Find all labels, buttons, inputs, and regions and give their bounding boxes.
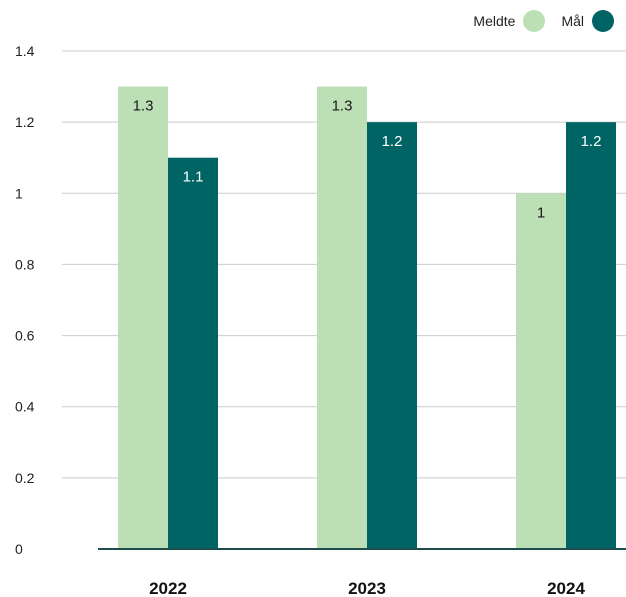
data-label: 1.2 [581, 133, 602, 150]
bar-mal [566, 122, 616, 550]
bar-mal [367, 122, 417, 550]
legend-label-meldte: Meldte [473, 13, 516, 29]
data-label: 1.1 [183, 169, 204, 186]
legend-item-meldte: Meldte [473, 10, 546, 32]
bar-mal [168, 157, 218, 549]
legend-label-mal: Mål [561, 13, 584, 29]
chart-legend: Meldte Mål [465, 10, 614, 32]
y-tick-label: 1.2 [15, 114, 35, 130]
legend-swatch-mal [592, 10, 614, 32]
y-tick-label: 0 [15, 541, 23, 557]
bar-meldte [317, 86, 367, 550]
x-tick-label: 2024 [547, 579, 585, 597]
y-tick-label: 1 [15, 185, 23, 201]
y-tick-label: 1.4 [15, 43, 35, 59]
data-label: 1.3 [133, 98, 154, 115]
y-tick-label: 0.6 [15, 328, 35, 344]
bar-meldte [516, 193, 566, 550]
data-label: 1.3 [332, 98, 353, 115]
bar-meldte [118, 86, 168, 550]
y-tick-label: 0.4 [15, 399, 35, 415]
data-label: 1 [537, 204, 545, 221]
y-tick-label: 0.8 [15, 256, 35, 272]
y-tick-label: 0.2 [15, 470, 35, 486]
x-tick-label: 2023 [348, 579, 386, 597]
x-tick-label: 2022 [149, 579, 187, 597]
data-label: 1.2 [382, 133, 403, 150]
legend-item-mal: Mål [561, 10, 614, 32]
legend-swatch-meldte [523, 10, 546, 32]
